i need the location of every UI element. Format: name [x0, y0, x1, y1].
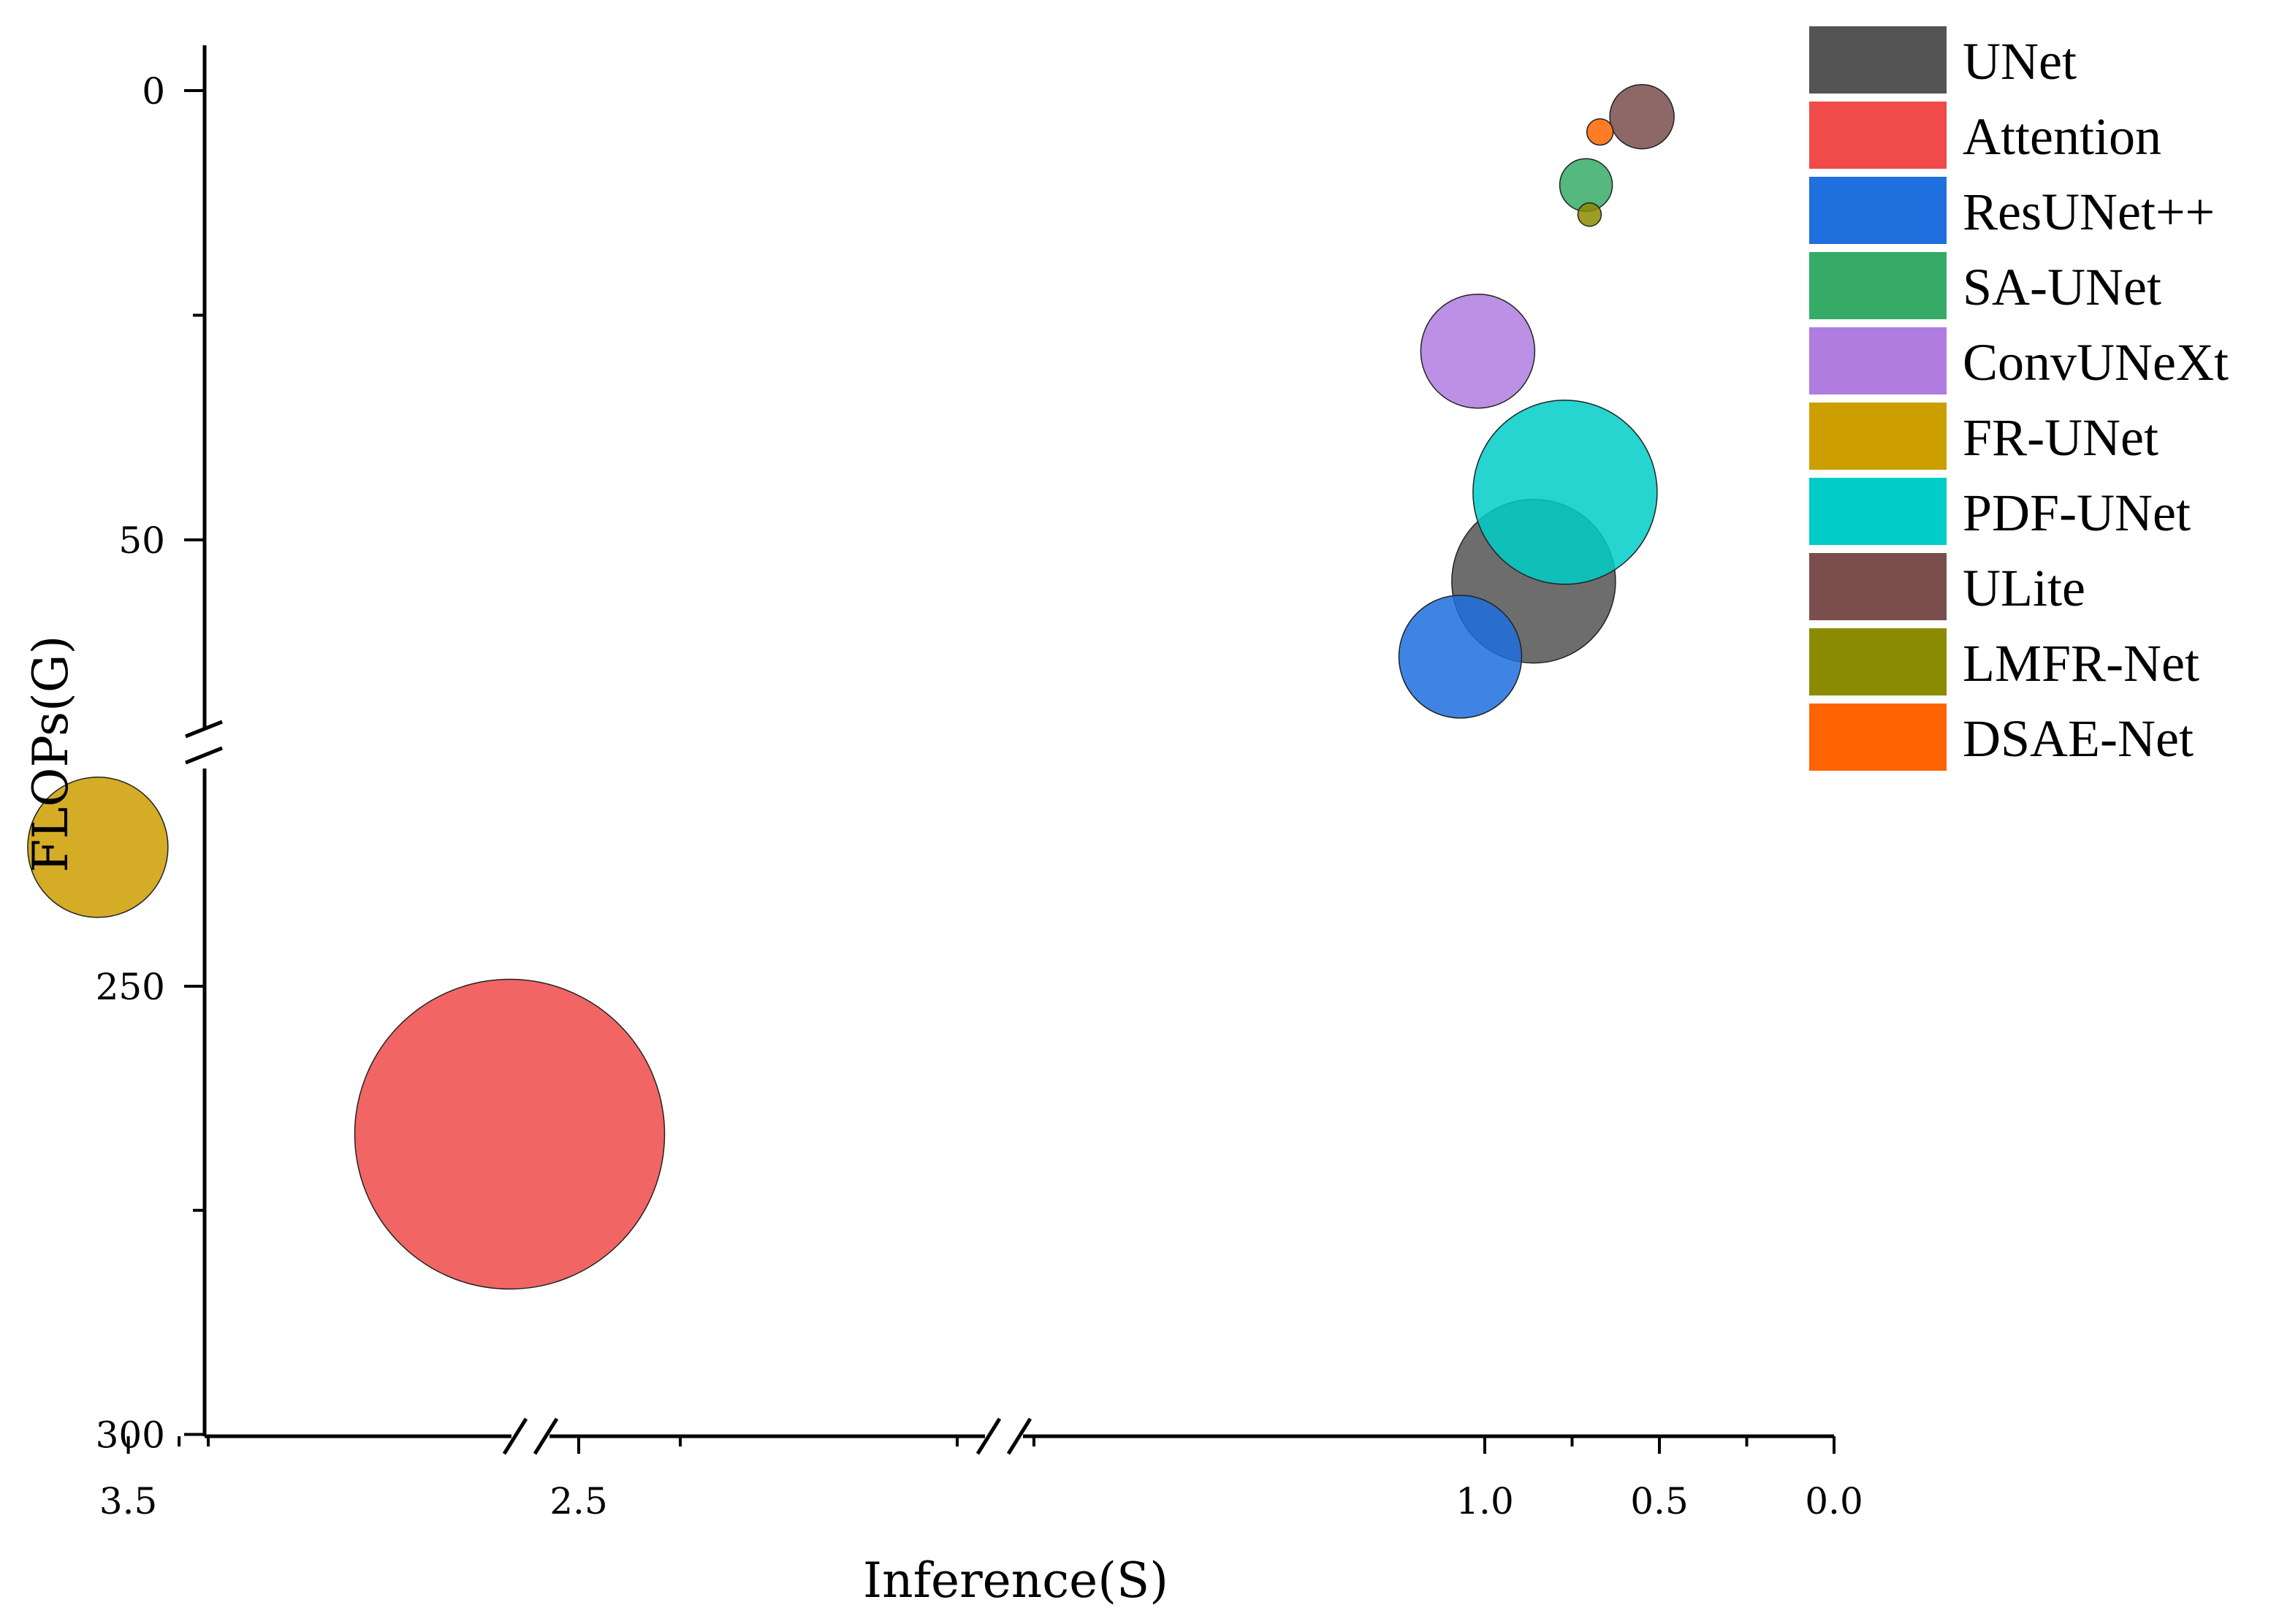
bubble-dsae-net [1586, 118, 1614, 146]
legend-label-sa-unet: SA-UNet [1963, 258, 2161, 316]
bubble-resunet [1398, 595, 1523, 719]
bubble-attention [354, 978, 666, 1290]
legend-label-resunet: ResUNet++ [1963, 183, 2215, 241]
legend-swatch-resunet [1809, 177, 1947, 244]
legend-label-dsae-net: DSAE-Net [1963, 709, 2194, 768]
legend-swatch-sa-unet [1809, 252, 1947, 319]
legend-label-ulite: ULite [1963, 559, 2085, 617]
legend-label-convunext: ConvUNeXt [1963, 333, 2229, 392]
legend-swatch-ulite [1809, 553, 1947, 620]
legend-label-attention: Attention [1963, 107, 2161, 166]
tick-labels: 0 50 250 300 3.5 2.5 1.0 0.5 0.0 [96, 70, 1863, 1522]
axes [126, 45, 1836, 1455]
legend-swatch-unet [1809, 26, 1947, 94]
bubble-layer [27, 83, 1675, 1290]
x-tick-label-3-5: 3.5 [99, 1480, 158, 1522]
legend-label-unet: UNet [1963, 32, 2077, 91]
y-axis-title: FLOPs(G) [23, 636, 79, 872]
bubble-fr-unet [27, 777, 169, 918]
legend-swatch-attention [1809, 102, 1947, 169]
legend-label-lmfr-net: LMFR-Net [1963, 634, 2199, 693]
y-tick-label-0: 0 [142, 70, 165, 113]
x-tick-label-0-0: 0.0 [1805, 1480, 1863, 1522]
bubble-pdf-unet [1472, 400, 1658, 585]
y-tick-label-50: 50 [118, 519, 165, 562]
x-axis-title: Inference(S) [863, 1552, 1168, 1609]
bubble-convunext [1420, 293, 1536, 409]
legend-swatch-fr-unet [1809, 403, 1947, 470]
legend-swatch-pdf-unet [1809, 478, 1947, 545]
x-tick-label-0-5: 0.5 [1630, 1480, 1689, 1522]
legend-swatch-lmfr-net [1809, 628, 1947, 695]
y-tick-label-300: 300 [96, 1414, 165, 1457]
legend-label-fr-unet: FR-UNet [1963, 408, 2158, 467]
legend: UNet Attention ResUNet++ SA-UNet ConvUNeXt FR… [1809, 26, 2229, 771]
bubble-ulite [1609, 83, 1675, 150]
x-tick-label-1-0: 1.0 [1456, 1480, 1514, 1522]
x-axis-break-mark-1 [502, 1417, 559, 1455]
legend-label-pdf-unet: PDF-UNet [1963, 484, 2191, 542]
bubble-lmfr-net [1577, 202, 1602, 227]
x-axis-break-mark-2 [975, 1417, 1032, 1455]
y-axis-break-mark [185, 720, 223, 765]
legend-swatch-dsae-net [1809, 704, 1947, 771]
y-tick-label-250: 250 [96, 966, 165, 1008]
legend-swatch-convunext [1809, 327, 1947, 394]
x-tick-label-2-5: 2.5 [549, 1480, 608, 1522]
